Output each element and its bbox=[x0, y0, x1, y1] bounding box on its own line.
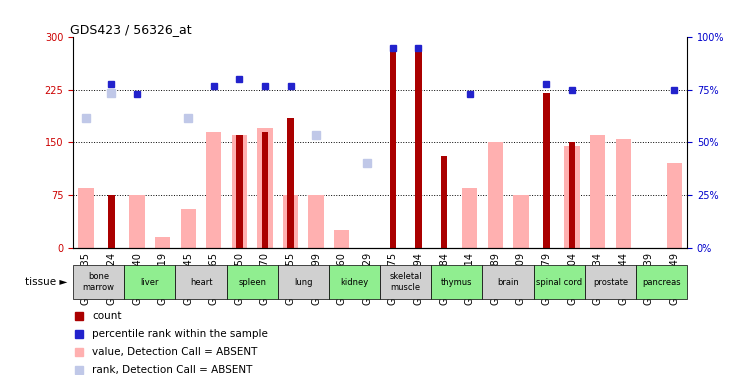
Text: GDS423 / 56326_at: GDS423 / 56326_at bbox=[70, 23, 192, 36]
Text: count: count bbox=[92, 310, 121, 321]
Bar bbox=[129, 195, 145, 248]
FancyBboxPatch shape bbox=[73, 265, 124, 299]
Text: liver: liver bbox=[140, 278, 159, 286]
Bar bbox=[236, 135, 243, 248]
Bar bbox=[616, 139, 631, 248]
Bar bbox=[155, 237, 170, 248]
Bar bbox=[262, 132, 268, 248]
Text: brain: brain bbox=[497, 278, 519, 286]
Text: prostate: prostate bbox=[593, 278, 628, 286]
Text: rank, Detection Call = ABSENT: rank, Detection Call = ABSENT bbox=[92, 365, 252, 375]
FancyBboxPatch shape bbox=[278, 265, 329, 299]
Bar bbox=[181, 209, 196, 248]
Text: pancreas: pancreas bbox=[643, 278, 681, 286]
Text: spleen: spleen bbox=[238, 278, 266, 286]
FancyBboxPatch shape bbox=[329, 265, 380, 299]
Bar bbox=[564, 146, 580, 248]
Bar bbox=[232, 135, 247, 248]
Bar bbox=[569, 142, 575, 248]
Bar bbox=[488, 142, 503, 248]
Bar bbox=[513, 195, 529, 248]
Text: skeletal
muscle: skeletal muscle bbox=[390, 273, 422, 292]
FancyBboxPatch shape bbox=[636, 265, 687, 299]
Bar bbox=[334, 230, 349, 248]
FancyBboxPatch shape bbox=[534, 265, 585, 299]
Text: spinal cord: spinal cord bbox=[536, 278, 583, 286]
Bar bbox=[287, 118, 294, 248]
Bar bbox=[590, 135, 605, 248]
FancyBboxPatch shape bbox=[482, 265, 534, 299]
Bar bbox=[415, 48, 422, 248]
Bar bbox=[543, 93, 550, 248]
Bar bbox=[283, 195, 298, 248]
FancyBboxPatch shape bbox=[380, 265, 431, 299]
Bar bbox=[206, 132, 221, 248]
Text: lung: lung bbox=[294, 278, 313, 286]
FancyBboxPatch shape bbox=[431, 265, 482, 299]
FancyBboxPatch shape bbox=[175, 265, 227, 299]
Bar bbox=[462, 188, 477, 248]
Bar bbox=[308, 195, 324, 248]
Text: heart: heart bbox=[190, 278, 212, 286]
Text: kidney: kidney bbox=[341, 278, 368, 286]
FancyBboxPatch shape bbox=[124, 265, 175, 299]
Bar bbox=[257, 129, 273, 248]
Text: bone
marrow: bone marrow bbox=[83, 273, 115, 292]
Bar bbox=[390, 48, 396, 248]
Bar bbox=[667, 164, 682, 248]
Bar bbox=[441, 156, 447, 248]
FancyBboxPatch shape bbox=[585, 265, 636, 299]
Text: value, Detection Call = ABSENT: value, Detection Call = ABSENT bbox=[92, 347, 257, 357]
Text: thymus: thymus bbox=[441, 278, 473, 286]
Text: percentile rank within the sample: percentile rank within the sample bbox=[92, 329, 268, 339]
FancyBboxPatch shape bbox=[227, 265, 278, 299]
Text: tissue ►: tissue ► bbox=[25, 277, 67, 287]
Bar bbox=[108, 195, 115, 248]
Bar bbox=[78, 188, 94, 248]
